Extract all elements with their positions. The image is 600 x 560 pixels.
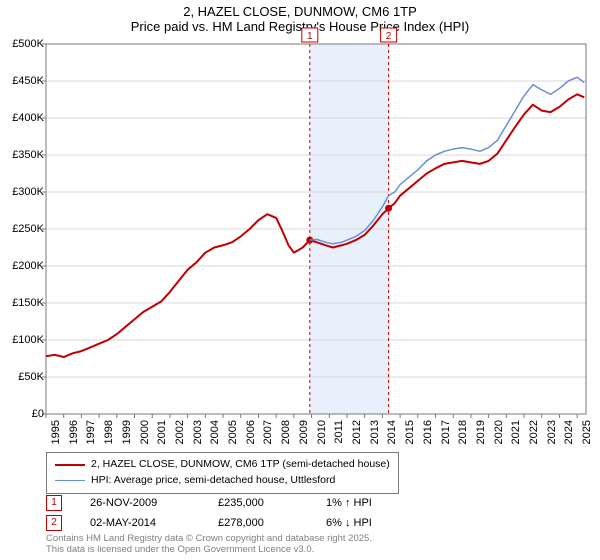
legend-label: 2, HAZEL CLOSE, DUNMOW, CM6 1TP (semi-de…: [91, 457, 390, 473]
y-tick-label: £250K: [12, 223, 44, 235]
legend-swatch: [55, 464, 85, 466]
sale-row: 1 26-NOV-2009 £235,000 1% ↑ HPI: [46, 495, 406, 511]
y-tick-label: £500K: [12, 38, 44, 50]
x-tick-label: 2011: [333, 420, 345, 444]
x-tick-label: 2002: [174, 420, 186, 444]
x-tick-label: 2005: [227, 420, 239, 444]
y-tick-label: £150K: [12, 297, 44, 309]
x-tick-label: 2021: [510, 420, 522, 444]
x-tick-label: 2006: [245, 420, 257, 444]
y-tick-label: £350K: [12, 149, 44, 161]
x-tick-label: 2000: [139, 420, 151, 444]
y-tick-label: £300K: [12, 186, 44, 198]
x-tick-label: 2015: [404, 420, 416, 444]
footer-attribution: Contains HM Land Registry data © Crown c…: [46, 534, 372, 556]
legend-label: HPI: Average price, semi-detached house,…: [91, 473, 335, 489]
x-tick-label: 2018: [457, 420, 469, 444]
sale-marker-box: 1: [46, 495, 62, 511]
legend-swatch: [55, 480, 85, 482]
sale-marker-box: 2: [46, 515, 62, 531]
legend-item: 2, HAZEL CLOSE, DUNMOW, CM6 1TP (semi-de…: [55, 457, 390, 473]
x-tick-label: 2013: [369, 420, 381, 444]
sale-hpi-pct: 6% ↓ HPI: [326, 517, 406, 529]
sale-markers-table: 1 26-NOV-2009 £235,000 1% ↑ HPI 2 02-MAY…: [46, 495, 406, 535]
x-tick-label: 2001: [156, 420, 168, 444]
svg-text:1: 1: [307, 31, 313, 42]
chart-container: 2, HAZEL CLOSE, DUNMOW, CM6 1TP Price pa…: [0, 0, 600, 560]
x-tick-label: 2007: [262, 420, 274, 444]
x-tick-label: 2016: [422, 420, 434, 444]
y-tick-label: £0: [32, 408, 44, 420]
x-tick-label: 2003: [192, 420, 204, 444]
sale-date: 02-MAY-2014: [90, 517, 190, 529]
x-tick-label: 2014: [386, 420, 398, 444]
sale-price: £235,000: [218, 497, 298, 509]
chart-svg: 12: [0, 0, 600, 448]
x-tick-label: 1995: [50, 420, 62, 444]
x-tick-label: 2010: [316, 420, 328, 444]
y-tick-label: £100K: [12, 334, 44, 346]
y-tick-label: £200K: [12, 260, 44, 272]
legend-item: HPI: Average price, semi-detached house,…: [55, 473, 390, 489]
x-tick-label: 2019: [475, 420, 487, 444]
legend: 2, HAZEL CLOSE, DUNMOW, CM6 1TP (semi-de…: [46, 452, 399, 494]
x-tick-label: 2008: [280, 420, 292, 444]
y-tick-label: £450K: [12, 75, 44, 87]
x-tick-label: 1996: [68, 420, 80, 444]
footer-line: This data is licensed under the Open Gov…: [46, 545, 372, 556]
x-tick-label: 1998: [103, 420, 115, 444]
sale-row: 2 02-MAY-2014 £278,000 6% ↓ HPI: [46, 515, 406, 531]
x-tick-label: 2022: [528, 420, 540, 444]
y-tick-label: £400K: [12, 112, 44, 124]
y-tick-label: £50K: [18, 371, 44, 383]
sale-price: £278,000: [218, 517, 298, 529]
x-tick-label: 1999: [121, 420, 133, 444]
x-tick-label: 2012: [351, 420, 363, 444]
x-tick-label: 2004: [209, 420, 221, 444]
sale-date: 26-NOV-2009: [90, 497, 190, 509]
x-tick-label: 2025: [581, 420, 593, 444]
x-tick-label: 2024: [563, 420, 575, 444]
x-tick-label: 1997: [85, 420, 97, 444]
x-tick-label: 2017: [440, 420, 452, 444]
x-tick-label: 2023: [546, 420, 558, 444]
x-tick-label: 2009: [298, 420, 310, 444]
x-tick-label: 2020: [493, 420, 505, 444]
svg-text:2: 2: [386, 31, 392, 42]
sale-hpi-pct: 1% ↑ HPI: [326, 497, 406, 509]
